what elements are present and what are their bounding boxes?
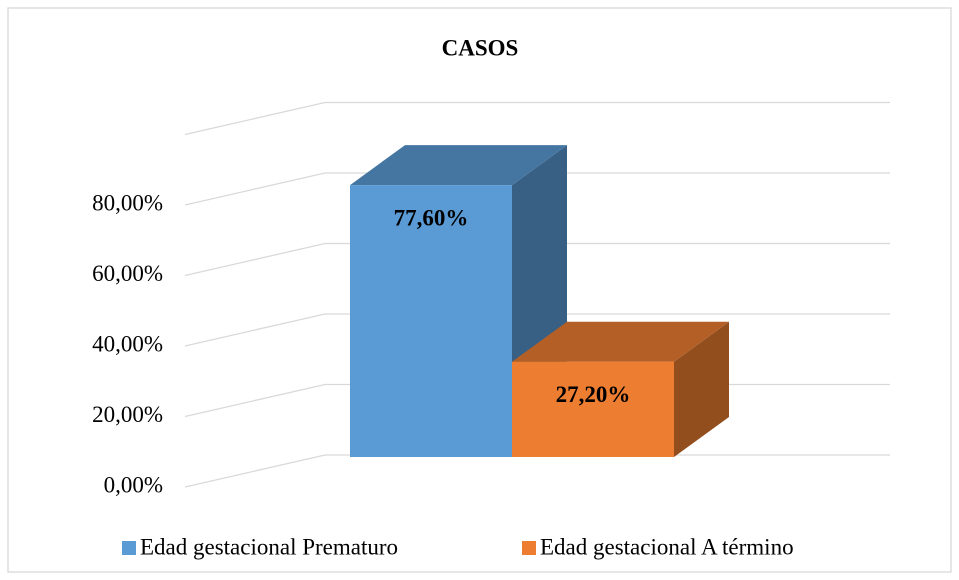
y-tick-label: 40,00% [92, 331, 163, 356]
bar-top [512, 321, 729, 362]
bar-side [674, 321, 729, 457]
bar [350, 185, 512, 457]
legend-swatch [122, 541, 136, 555]
bar-top [350, 145, 567, 186]
grid-line [184, 454, 890, 488]
grid-line [184, 101, 890, 136]
legend-label: Edad gestacional A término [540, 534, 794, 559]
y-tick-label: 80,00% [92, 190, 163, 215]
y-tick-label: 60,00% [92, 261, 163, 286]
data-label: 77,60% [394, 205, 469, 230]
grid-line [184, 313, 890, 347]
legend-swatch [522, 541, 536, 555]
bar [512, 361, 674, 457]
grid-line [184, 172, 890, 206]
legend-label: Edad gestacional Prematuro [140, 534, 398, 559]
y-tick-label: 0,00% [104, 472, 163, 497]
grid-line [184, 242, 890, 277]
y-tick-label: 20,00% [92, 402, 163, 427]
chart-title: CASOS [442, 35, 519, 60]
data-label: 27,20% [556, 382, 631, 407]
